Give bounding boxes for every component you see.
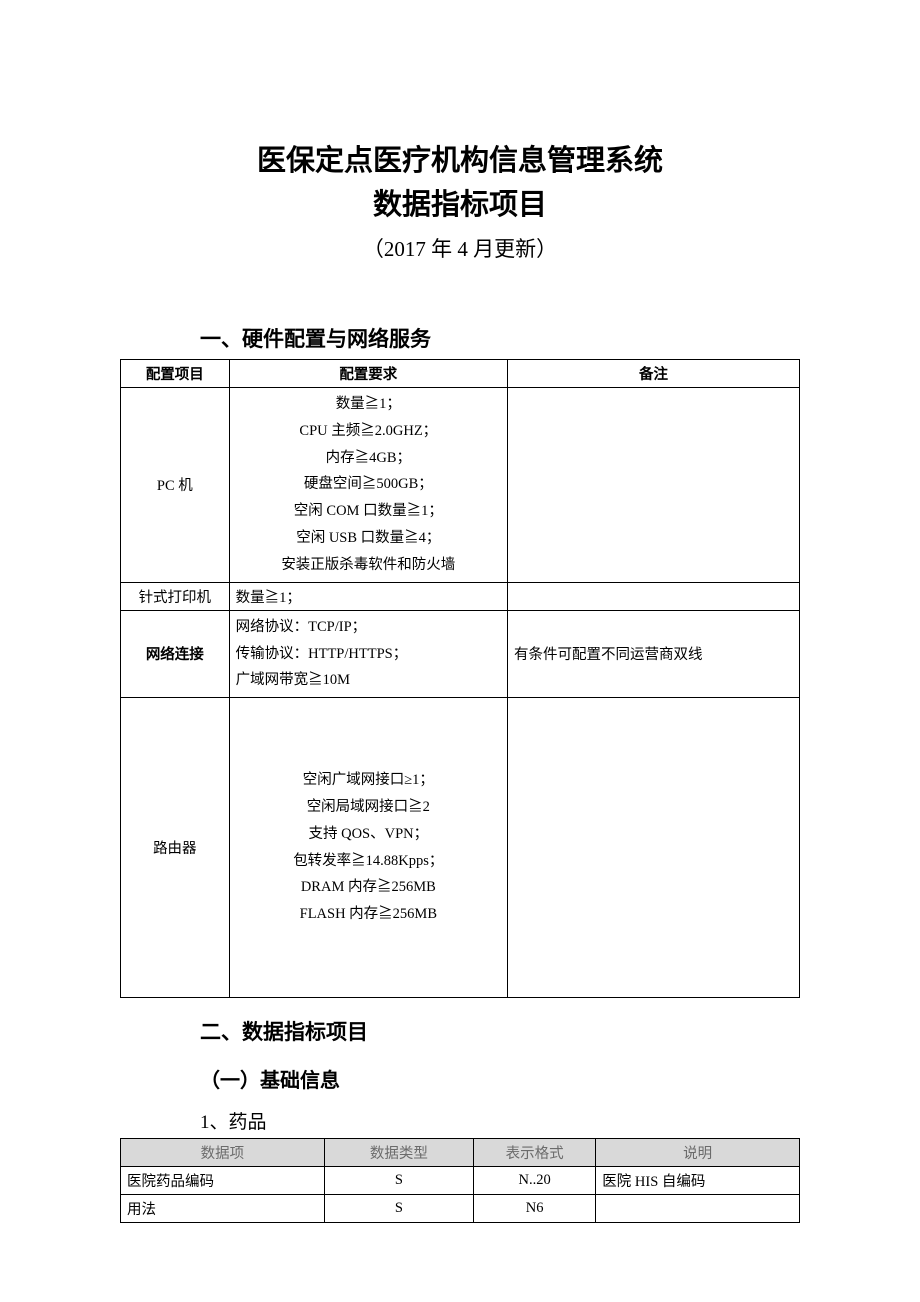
table-row: 针式打印机数量≧1；	[121, 582, 800, 610]
cell-data-desc	[596, 1195, 800, 1223]
cell-config-item: 路由器	[121, 698, 230, 998]
section2-heading: 二、数据指标项目	[200, 1016, 800, 1046]
col-data-desc: 说明	[596, 1139, 800, 1167]
cell-config-req: 空闲广域网接口≥1；空闲局域网接口≧2支持 QOS、VPN；包转发率≧14.88…	[229, 698, 507, 998]
col-data-type: 数据类型	[324, 1139, 473, 1167]
cell-data-type: S	[324, 1167, 473, 1195]
cell-data-type: S	[324, 1195, 473, 1223]
section2-sub-heading: （一）基础信息	[200, 1064, 800, 1093]
table-row: PC 机数量≧1；CPU 主频≧2.0GHZ；内存≧4GB；硬盘空间≧500GB…	[121, 388, 800, 583]
table-row: 医院药品编码SN..20医院 HIS 自编码	[121, 1167, 800, 1195]
cell-config-req: 数量≧1；	[229, 582, 507, 610]
table-row: 路由器空闲广域网接口≥1；空闲局域网接口≧2支持 QOS、VPN；包转发率≧14…	[121, 698, 800, 998]
table-row: 网络连接网络协议：TCP/IP；传输协议：HTTP/HTTPS；广域网带宽≧10…	[121, 610, 800, 697]
cell-data-format: N6	[474, 1195, 596, 1223]
doc-subtitle: （2017 年 4 月更新）	[120, 233, 800, 263]
cell-config-req: 数量≧1；CPU 主频≧2.0GHZ；内存≧4GB；硬盘空间≧500GB；空闲 …	[229, 388, 507, 583]
cell-config-item: 针式打印机	[121, 582, 230, 610]
cell-data-item: 用法	[121, 1195, 325, 1223]
doc-title-line1: 医保定点医疗机构信息管理系统	[120, 140, 800, 184]
cell-config-item: PC 机	[121, 388, 230, 583]
cell-data-item: 医院药品编码	[121, 1167, 325, 1195]
cell-config-req: 网络协议：TCP/IP；传输协议：HTTP/HTTPS；广域网带宽≧10M	[229, 610, 507, 697]
col-data-format: 表示格式	[474, 1139, 596, 1167]
hardware-table: 配置项目 配置要求 备注 PC 机数量≧1；CPU 主频≧2.0GHZ；内存≧4…	[120, 359, 800, 998]
cell-config-note	[508, 582, 800, 610]
data-indicator-table: 数据项 数据类型 表示格式 说明 医院药品编码SN..20医院 HIS 自编码用…	[120, 1138, 800, 1223]
section1-heading: 一、硬件配置与网络服务	[200, 323, 800, 353]
col-config-item: 配置项目	[121, 360, 230, 388]
cell-config-note: 有条件可配置不同运营商双线	[508, 610, 800, 697]
cell-data-format: N..20	[474, 1167, 596, 1195]
col-data-item: 数据项	[121, 1139, 325, 1167]
col-config-note: 备注	[508, 360, 800, 388]
doc-title-line2: 数据指标项目	[120, 184, 800, 228]
table-row: 用法SN6	[121, 1195, 800, 1223]
table-header-row: 数据项 数据类型 表示格式 说明	[121, 1139, 800, 1167]
col-config-req: 配置要求	[229, 360, 507, 388]
cell-config-item: 网络连接	[121, 610, 230, 697]
section2-subsub-heading: 1、药品	[200, 1107, 800, 1134]
table-header-row: 配置项目 配置要求 备注	[121, 360, 800, 388]
cell-config-note	[508, 388, 800, 583]
cell-config-note	[508, 698, 800, 998]
cell-data-desc: 医院 HIS 自编码	[596, 1167, 800, 1195]
